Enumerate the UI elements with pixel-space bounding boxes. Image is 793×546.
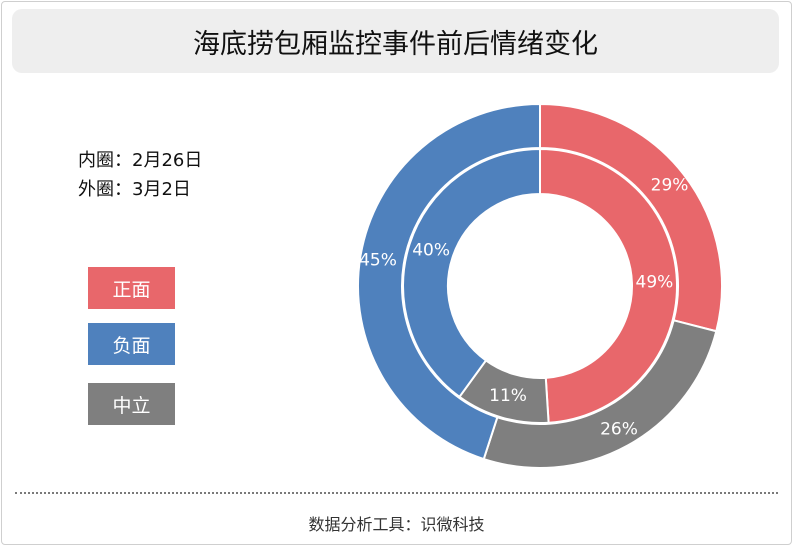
- donut-label-inner-1: 11%: [489, 386, 527, 406]
- donut-label-outer-0: 29%: [651, 175, 689, 195]
- inner-ring-label: 内圈：2月26日: [78, 150, 203, 171]
- legend-item-positive: 正面: [88, 267, 175, 309]
- outer-ring-label: 外圈：3月2日: [78, 179, 191, 200]
- donut-label-inner-0: 49%: [636, 272, 674, 292]
- donut-slice-outer-2: [357, 102, 541, 461]
- donut-label-inner-2: 40%: [412, 241, 450, 261]
- legend-item-negative: 负面: [88, 323, 175, 365]
- legend-item-neutral: 中立: [88, 383, 175, 425]
- chart-title-text: 海底捞包厢监控事件前后情绪变化: [193, 28, 598, 60]
- donut-label-outer-2: 45%: [359, 250, 397, 270]
- donut-slice-inner-2: [402, 147, 541, 399]
- donut-slice-inner-0: [539, 147, 678, 424]
- chart-title: 海底捞包厢监控事件前后情绪变化: [12, 9, 779, 73]
- donut-label-outer-1: 26%: [600, 420, 638, 440]
- ring-info: 内圈：2月26日 外圈：3月2日: [78, 146, 202, 204]
- data-source: 数据分析工具：识微科技: [308, 515, 485, 534]
- footer-divider: [15, 492, 778, 494]
